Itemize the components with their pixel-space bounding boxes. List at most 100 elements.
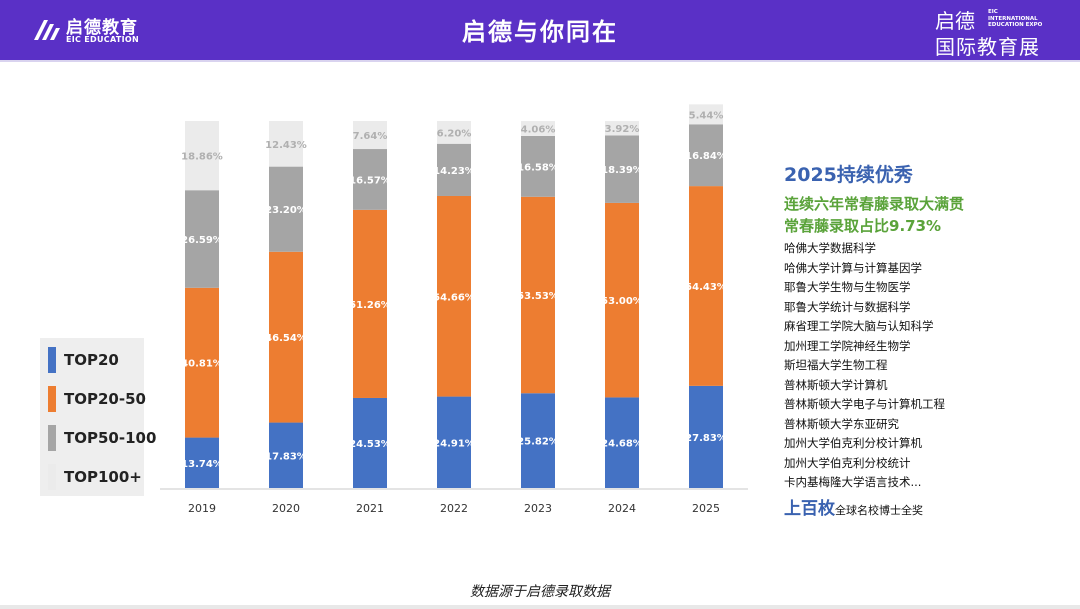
logo-subtitle: EIC EDUCATION <box>66 35 139 44</box>
panel-highlight-ivy-sweep: 连续六年常春藤录取大满贯 <box>784 195 965 213</box>
logo-name: 启德教育 <box>66 18 138 38</box>
bar-segment-top100plus-2022 <box>437 121 471 144</box>
data-label: 46.54% <box>265 333 307 344</box>
bar-segment-top20-2024 <box>605 397 639 488</box>
admissions-list: 哈佛大学数据科学 哈佛大学计算与计算基因学 耶鲁大学生物与生物医学 耶鲁大学统计… <box>784 239 1074 493</box>
chart-legend: TOP20 TOP20-50 TOP50-100 TOP100+ <box>40 338 156 496</box>
data-label: 54.43% <box>685 282 727 293</box>
list-item: 普林斯顿大学计算机 <box>784 377 888 392</box>
data-label: 53.00% <box>601 296 643 307</box>
bar-segment-top50-100-2020 <box>269 166 303 252</box>
panel-heading: 2025持续优秀 <box>784 164 913 186</box>
legend-swatch <box>48 464 56 490</box>
list-item: 加州理工学院神经生物学 <box>784 338 911 353</box>
header-divider <box>0 60 1080 62</box>
bar-segment-top100plus-2021 <box>353 121 387 150</box>
bar-segment-top100plus-2025 <box>689 104 723 125</box>
x-tick-label: 2019 <box>188 502 216 515</box>
page-title: 启德与你同在 <box>462 18 618 46</box>
stacked-bar-chart: 13.74% 40.81% 26.59% 18.86% 2019 17.83% 46.54%… <box>160 104 748 515</box>
bar-segment-top100plus-2020 <box>269 121 303 167</box>
list-item: 耶鲁大学生物与生物医学 <box>784 280 911 294</box>
bar-segment-top20-2022 <box>437 396 471 488</box>
bar-segment-top20-50-2025 <box>689 186 723 386</box>
bar-segment-top50-100-2023 <box>521 135 555 197</box>
legend-label: TOP20 <box>64 351 119 369</box>
list-item: 哈佛大学数据科学 <box>784 241 876 255</box>
data-label: 27.83% <box>685 433 727 444</box>
achievements-panel: 2025持续优秀 连续六年常春藤录取大满贯 常春藤录取占比9.73% 哈佛大学数… <box>784 160 1074 519</box>
eic-logo: 启德教育 EIC EDUCATION <box>30 10 140 50</box>
footer-band <box>0 605 1080 609</box>
data-label: 24.53% <box>349 439 391 450</box>
bar-segment-top20-50-2023 <box>521 196 555 394</box>
legend-label: TOP20-50 <box>64 390 146 408</box>
data-label: 24.68% <box>601 439 643 450</box>
bar-segment-top20-2025 <box>689 385 723 488</box>
x-tick-label: 2025 <box>692 502 720 515</box>
bar-segment-top100plus-2023 <box>521 121 555 136</box>
expo-logo-line2: 国际教育展 <box>935 35 1040 59</box>
data-source-note: 数据源于启德录取数据 <box>470 584 610 600</box>
data-label: 4.06% <box>521 124 556 135</box>
list-item: 加州大学伯克利分校统计 <box>784 455 911 470</box>
data-label: 53.53% <box>517 291 559 302</box>
bar-segment-top20-2019 <box>185 437 219 488</box>
bar-segment-top20-2020 <box>269 422 303 488</box>
data-label: 24.91% <box>433 438 475 449</box>
panel-bottom-line: 上百枚全球名校博士全奖 <box>784 494 1074 519</box>
expo-logo-small: EIC INTERNATIONAL EDUCATION EXPO <box>988 9 1043 28</box>
data-label: 25.82% <box>517 437 559 448</box>
list-item: 加州大学伯克利分校计算机 <box>784 436 922 450</box>
bar-segment-top50-100-2022 <box>437 143 471 196</box>
data-label: 51.26% <box>349 300 391 311</box>
bar-segment-top20-50-2021 <box>353 209 387 398</box>
phd-label: 全球名校博士全奖 <box>835 503 923 517</box>
data-label: 16.84% <box>685 151 727 162</box>
bar-segment-top50-100-2019 <box>185 190 219 288</box>
data-label: 23.20% <box>265 205 307 216</box>
data-label: 16.57% <box>349 175 391 186</box>
legend-swatch <box>48 425 56 451</box>
list-item: 普林斯顿大学东亚研究 <box>784 416 899 431</box>
data-label: 17.83% <box>265 451 307 462</box>
bar-segment-top20-50-2020 <box>269 251 303 423</box>
data-label: 54.66% <box>433 292 475 303</box>
data-label: 7.64% <box>353 131 388 142</box>
x-tick-label: 2022 <box>440 502 468 515</box>
data-label: 6.20% <box>437 128 472 139</box>
data-label: 26.59% <box>181 235 223 246</box>
data-label: 40.81% <box>181 359 223 370</box>
legend-swatch <box>48 347 56 373</box>
list-item: 普林斯顿大学电子与计算机工程 <box>784 397 945 411</box>
bar-segment-top20-50-2019 <box>185 287 219 438</box>
legend-label: TOP100+ <box>64 468 142 486</box>
list-item: 哈佛大学计算与计算基因学 <box>784 260 922 275</box>
header-bar: 启德教育 EIC EDUCATION 启德与你同在 启德 EIC INTERNA… <box>0 0 1080 60</box>
bar-segment-top100plus-2024 <box>605 121 639 136</box>
bar-segment-top20-2023 <box>521 393 555 488</box>
data-label: 3.92% <box>605 124 640 135</box>
expo-logo: 启德 EIC INTERNATIONAL EDUCATION EXPO 国际教育… <box>935 5 1055 59</box>
phd-count: 上百枚 <box>784 498 835 519</box>
list-item: 斯坦福大学生物工程 <box>784 358 888 372</box>
data-label: 18.86% <box>181 152 223 163</box>
x-tick-label: 2020 <box>272 502 300 515</box>
bar-segment-top100plus-2019 <box>185 121 219 191</box>
eic-logo-icon <box>34 20 60 40</box>
data-label: 12.43% <box>265 140 307 151</box>
x-tick-label: 2024 <box>608 502 636 515</box>
data-label: 16.58% <box>517 162 559 173</box>
bar-segment-top20-50-2024 <box>605 202 639 398</box>
list-item: 卡内基梅隆大学语言技术... <box>784 475 922 489</box>
legend-label: TOP50-100 <box>64 429 157 447</box>
expo-logo-line1: 启德 <box>935 9 975 33</box>
data-label: 5.44% <box>689 110 724 121</box>
x-tick-label: 2023 <box>524 502 552 515</box>
bar-segment-top20-50-2022 <box>437 195 471 397</box>
data-label: 14.23% <box>433 166 475 177</box>
list-item: 麻省理工学院大脑与认知科学 <box>784 319 934 333</box>
data-label: 13.74% <box>181 459 223 470</box>
panel-highlight-ivy-ratio: 常春藤录取占比9.73% <box>784 217 942 235</box>
bar-segment-top50-100-2021 <box>353 149 387 210</box>
